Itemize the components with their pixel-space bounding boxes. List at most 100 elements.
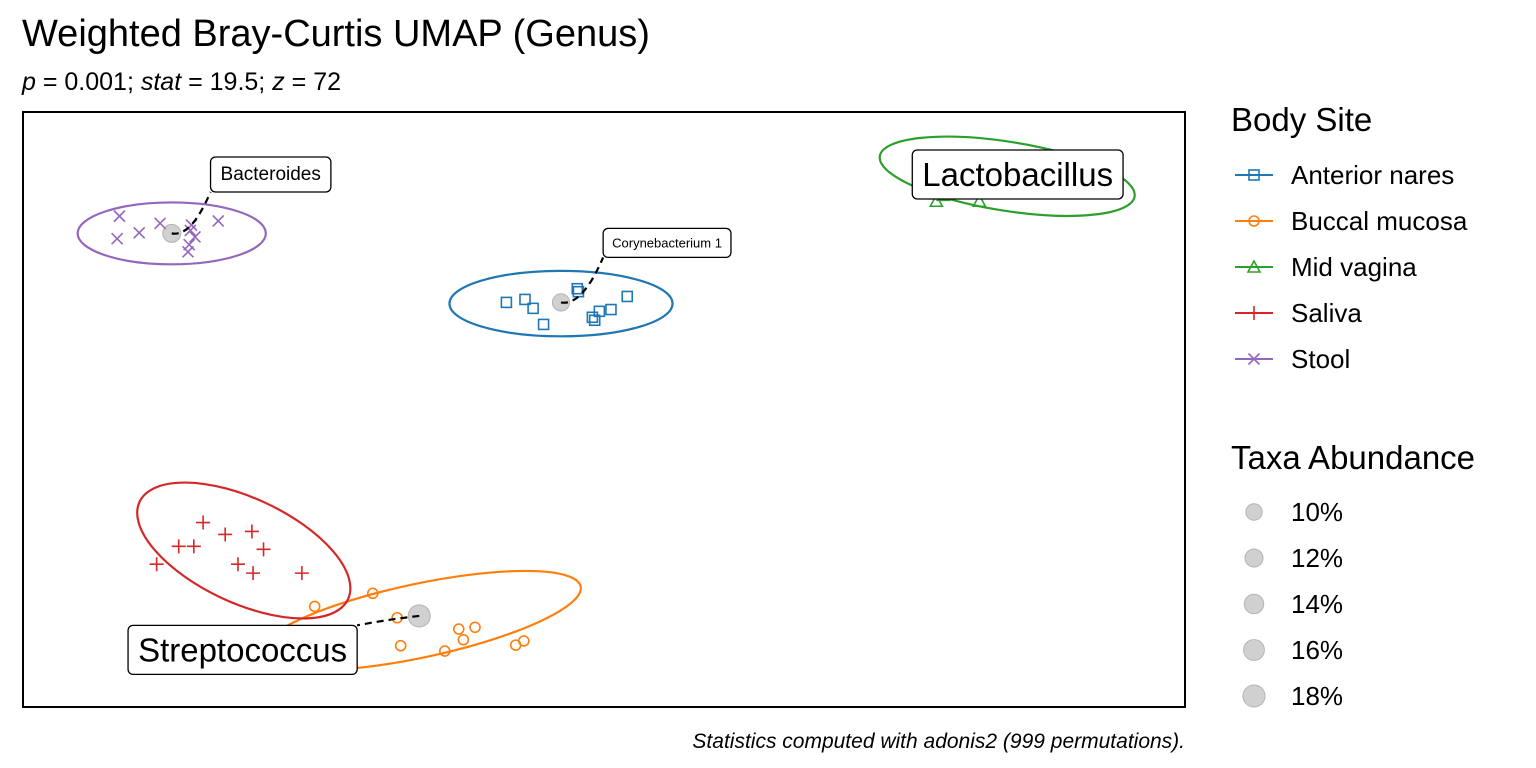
legend-label: Buccal mucosa	[1291, 206, 1468, 236]
label-box	[209, 156, 332, 193]
legend-label: Mid vagina	[1291, 252, 1417, 282]
legend-size-label: 14%	[1291, 589, 1343, 619]
legend-taxa-abundance: 10% 12% 14% 16% 18%	[1242, 497, 1343, 711]
legend-size-label: 16%	[1291, 635, 1343, 665]
legend-size-circle	[1242, 684, 1266, 708]
data-point	[605, 303, 617, 316]
legend-size-14: 14%	[1243, 589, 1343, 619]
ellipse-anterior-nares	[448, 269, 674, 338]
legend-marker	[1248, 169, 1260, 181]
label-streptococcus: Streptococcus	[127, 624, 358, 676]
data-point	[196, 515, 211, 530]
data-point	[244, 524, 259, 539]
data-point	[452, 623, 465, 635]
data-point	[212, 214, 225, 227]
data-point	[518, 635, 530, 647]
chart-caption: Statistics computed with adonis2 (999 pe…	[692, 730, 1185, 753]
plot-layer: Bacteroides Corynebacterium 1 Lactobacillu…	[76, 135, 1136, 676]
ellipse-saliva	[136, 481, 352, 620]
data-point	[230, 557, 245, 572]
data-point	[171, 539, 186, 554]
label-text: Lactobacillus	[922, 156, 1113, 193]
series-stool	[111, 210, 225, 258]
legend-marker	[1247, 352, 1261, 366]
subtitle-p-value: = 0.001;	[36, 68, 141, 96]
legend-marker	[1247, 306, 1261, 320]
legend-size-label: 12%	[1291, 543, 1343, 573]
data-point	[186, 539, 201, 554]
label-text: Corynebacterium 1	[612, 235, 722, 250]
data-point	[256, 542, 271, 557]
data-point	[571, 282, 584, 295]
series-anterior-nares	[500, 282, 634, 331]
legend-label: Stool	[1291, 344, 1350, 374]
ellipse-mid-vagina	[878, 135, 1136, 217]
data-point	[246, 566, 261, 581]
data-point	[593, 305, 606, 318]
label-lactobacillus: Lactobacillus	[911, 149, 1124, 200]
leader-line	[171, 191, 212, 235]
legend-label: Anterior nares	[1291, 160, 1454, 190]
label-box	[127, 624, 358, 676]
subtitle-stat-value: = 19.5;	[181, 68, 272, 96]
data-point	[439, 645, 451, 657]
legend-size-label: 10%	[1291, 497, 1343, 527]
data-point	[621, 290, 634, 303]
legend-item-anterior-nares: Anterior nares	[1235, 160, 1454, 190]
leader-line	[560, 256, 605, 304]
legend-item-saliva: Saliva	[1235, 298, 1362, 328]
legend-size-16: 16%	[1243, 635, 1343, 665]
leader-line	[356, 614, 420, 627]
label-bacteroides: Bacteroides	[209, 156, 332, 193]
data-point	[586, 311, 599, 324]
data-point	[149, 557, 164, 572]
label-box	[911, 149, 1124, 200]
legend-size-label: 18%	[1291, 681, 1343, 711]
legend-size-title: Taxa Abundance	[1231, 439, 1475, 476]
series-saliva	[149, 515, 309, 581]
label-text: Streptococcus	[138, 631, 347, 668]
legend-label: Saliva	[1291, 298, 1362, 328]
label-box	[602, 227, 732, 259]
chart-title: Weighted Bray-Curtis UMAP (Genus)	[22, 13, 650, 55]
subtitle-stat-label: stat	[141, 68, 182, 96]
data-point	[469, 621, 481, 634]
data-point	[218, 527, 233, 542]
legend-size-circle	[1245, 503, 1263, 521]
legend-marker	[1246, 259, 1262, 273]
legend-size-12: 12%	[1244, 543, 1343, 573]
subtitle-z-value: = 72	[285, 68, 341, 96]
data-point	[133, 226, 146, 239]
legend-size-circle	[1243, 593, 1265, 615]
data-point	[394, 639, 407, 652]
legend-item-mid-vagina: Mid vagina	[1235, 252, 1417, 282]
subtitle-z-label: z	[271, 68, 285, 96]
data-point	[366, 587, 379, 600]
plot-panel	[22, 111, 1186, 708]
legend-size-circle	[1244, 548, 1264, 568]
legend-item-buccal-mucosa: Buccal mucosa	[1235, 206, 1468, 236]
data-point	[308, 600, 321, 613]
legend-item-stool: Stool	[1235, 344, 1350, 374]
data-point	[181, 245, 195, 258]
data-point	[971, 193, 987, 208]
data-point	[500, 296, 513, 309]
data-point	[537, 318, 550, 331]
centroid-buccal-mucosa	[407, 604, 431, 628]
label-corynebacterium-1: Corynebacterium 1	[602, 227, 732, 259]
data-point	[113, 210, 126, 223]
ellipse-stool	[76, 201, 267, 266]
chart-subtitle: p = 0.001; stat = 19.5; z = 72	[21, 68, 341, 96]
legend-body-site: Anterior nares Buccal mucosa Mid vagina Sal…	[1235, 160, 1468, 374]
data-point	[457, 633, 470, 646]
data-point	[154, 217, 167, 230]
legend-size-18: 18%	[1242, 681, 1343, 711]
data-point	[188, 230, 202, 244]
data-point	[294, 566, 309, 581]
legend-size-circle	[1243, 639, 1265, 661]
legend-color-title: Body Site	[1231, 101, 1372, 138]
label-text: Bacteroides	[221, 164, 321, 185]
subtitle-p-label: p	[21, 68, 36, 96]
legend-marker	[1248, 215, 1260, 227]
